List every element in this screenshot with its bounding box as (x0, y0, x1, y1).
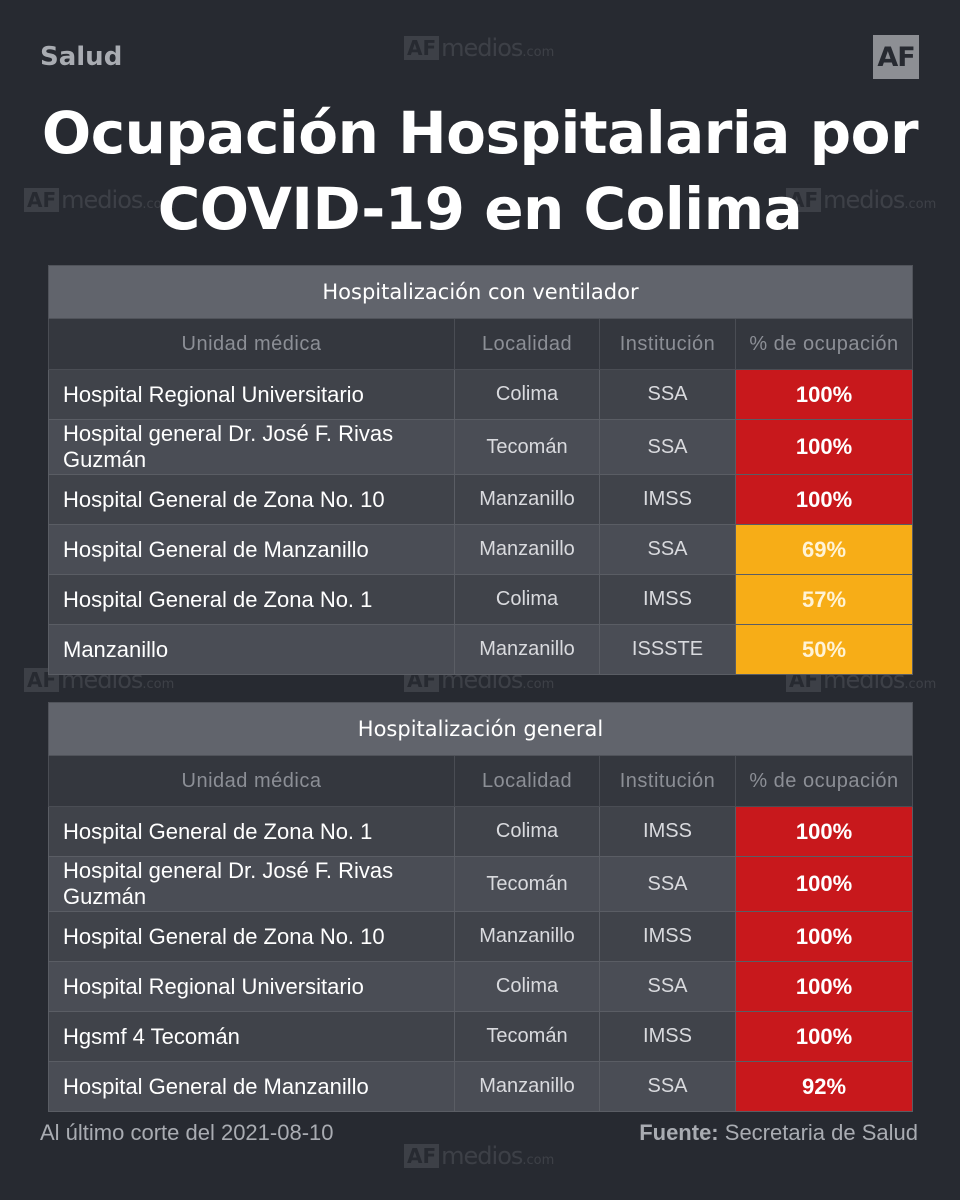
institution-cell: SSA (599, 856, 736, 912)
table-row: Hospital General de Zona No. 10 Manzanil… (48, 474, 913, 525)
watermark-suffix: .com (142, 677, 175, 692)
unit-cell: Hospital General de Manzanillo (48, 524, 455, 575)
occupancy-cell: 69% (735, 524, 913, 575)
column-header: % de ocupación (735, 318, 913, 370)
unit-cell: Manzanillo (48, 624, 455, 675)
locality-cell: Manzanillo (454, 474, 600, 525)
column-header: % de ocupación (735, 755, 913, 807)
institution-cell: SSA (599, 369, 736, 420)
table-caption-row: Hospitalización con ventilador (48, 265, 913, 319)
occupancy-cell: 100% (735, 474, 913, 525)
cutoff-date: Al último corte del 2021-08-10 (40, 1120, 334, 1145)
source-label: Fuente: (639, 1120, 719, 1145)
locality-cell: Manzanillo (454, 911, 600, 962)
locality-cell: Colima (454, 806, 600, 857)
column-header: Unidad médica (48, 318, 455, 370)
institution-cell: SSA (599, 524, 736, 575)
locality-cell: Manzanillo (454, 524, 600, 575)
table-caption: Hospitalización con ventilador (48, 265, 913, 319)
title-line-2: COVID-19 en Colima (157, 175, 803, 243)
table-row: Hospital Regional Universitario Colima S… (48, 369, 913, 420)
occupancy-cell: 57% (735, 574, 913, 625)
watermark-suffix: .com (522, 677, 555, 692)
watermark-suffix: .com (904, 677, 937, 692)
locality-cell: Manzanillo (454, 1061, 600, 1112)
table-caption-row: Hospitalización general (48, 702, 913, 756)
unit-cell: Hospital general Dr. José F. Rivas Guzmá… (48, 856, 455, 912)
unit-cell: Hospital General de Zona No. 1 (48, 806, 455, 857)
unit-cell: Hospital Regional Universitario (48, 369, 455, 420)
institution-cell: IMSS (599, 474, 736, 525)
general-table: Hospitalización general Unidad médica Lo… (48, 702, 913, 1112)
watermark-suffix: .com (522, 45, 555, 60)
occupancy-cell: 50% (735, 624, 913, 675)
table-header-row: Unidad médica Localidad Institución % de… (48, 755, 913, 807)
institution-cell: SSA (599, 1061, 736, 1112)
occupancy-cell: 92% (735, 1061, 913, 1112)
table-header-row: Unidad médica Localidad Institución % de… (48, 318, 913, 370)
table-row: Hospital General de Zona No. 1 Colima IM… (48, 574, 913, 625)
table-row: Hospital general Dr. José F. Rivas Guzmá… (48, 856, 913, 912)
locality-cell: Colima (454, 574, 600, 625)
table-row: Hospital General de Manzanillo Manzanill… (48, 1061, 913, 1112)
occupancy-cell: 100% (735, 1011, 913, 1062)
locality-cell: Tecomán (454, 419, 600, 475)
table-row: Hospital General de Manzanillo Manzanill… (48, 524, 913, 575)
watermark-logo: AF medios.com (404, 1142, 554, 1170)
watermark-suffix: .com (522, 1153, 555, 1168)
occupancy-cell: 100% (735, 961, 913, 1012)
unit-cell: Hospital general Dr. José F. Rivas Guzmá… (48, 419, 455, 475)
institution-cell: ISSSTE (599, 624, 736, 675)
watermark-af: AF (404, 36, 440, 60)
column-header: Unidad médica (48, 755, 455, 807)
institution-cell: IMSS (599, 1011, 736, 1062)
institution-cell: IMSS (599, 911, 736, 962)
unit-cell: Hospital General de Manzanillo (48, 1061, 455, 1112)
unit-cell: Hospital Regional Universitario (48, 961, 455, 1012)
watermark-name: medios (441, 1142, 523, 1170)
watermark-logo: AF medios.com (404, 34, 554, 62)
table-row: Hgsmf 4 Tecomán Tecomán IMSS 100% (48, 1011, 913, 1062)
watermark-name: medios (441, 34, 523, 62)
page-title: Ocupación Hospitalaria por COVID-19 en C… (0, 95, 960, 247)
table-row: Hospital General de Zona No. 1 Colima IM… (48, 806, 913, 857)
occupancy-cell: 100% (735, 369, 913, 420)
institution-cell: IMSS (599, 806, 736, 857)
source-credit: Fuente: Secretaria de Salud (639, 1120, 918, 1146)
table-row: Hospital Regional Universitario Colima S… (48, 961, 913, 1012)
institution-cell: IMSS (599, 574, 736, 625)
table-row: Hospital general Dr. José F. Rivas Guzmá… (48, 419, 913, 475)
column-header: Institución (599, 755, 736, 807)
section-label: Salud (40, 42, 123, 72)
occupancy-cell: 100% (735, 911, 913, 962)
unit-cell: Hospital General de Zona No. 10 (48, 911, 455, 962)
institution-cell: SSA (599, 419, 736, 475)
occupancy-cell: 100% (735, 856, 913, 912)
locality-cell: Manzanillo (454, 624, 600, 675)
locality-cell: Tecomán (454, 856, 600, 912)
column-header: Institución (599, 318, 736, 370)
column-header: Localidad (454, 755, 600, 807)
occupancy-cell: 100% (735, 419, 913, 475)
locality-cell: Colima (454, 369, 600, 420)
locality-cell: Tecomán (454, 1011, 600, 1062)
watermark-af: AF (404, 1144, 440, 1168)
table-row: Manzanillo Manzanillo ISSSTE 50% (48, 624, 913, 675)
unit-cell: Hgsmf 4 Tecomán (48, 1011, 455, 1062)
column-header: Localidad (454, 318, 600, 370)
table-caption: Hospitalización general (48, 702, 913, 756)
institution-cell: SSA (599, 961, 736, 1012)
unit-cell: Hospital General de Zona No. 10 (48, 474, 455, 525)
af-logo: AF (873, 35, 919, 79)
source-name: Secretaria de Salud (724, 1120, 918, 1145)
title-line-1: Ocupación Hospitalaria por (41, 99, 919, 167)
table-row: Hospital General de Zona No. 10 Manzanil… (48, 911, 913, 962)
unit-cell: Hospital General de Zona No. 1 (48, 574, 455, 625)
ventilator-table: Hospitalización con ventilador Unidad mé… (48, 265, 913, 675)
locality-cell: Colima (454, 961, 600, 1012)
occupancy-cell: 100% (735, 806, 913, 857)
